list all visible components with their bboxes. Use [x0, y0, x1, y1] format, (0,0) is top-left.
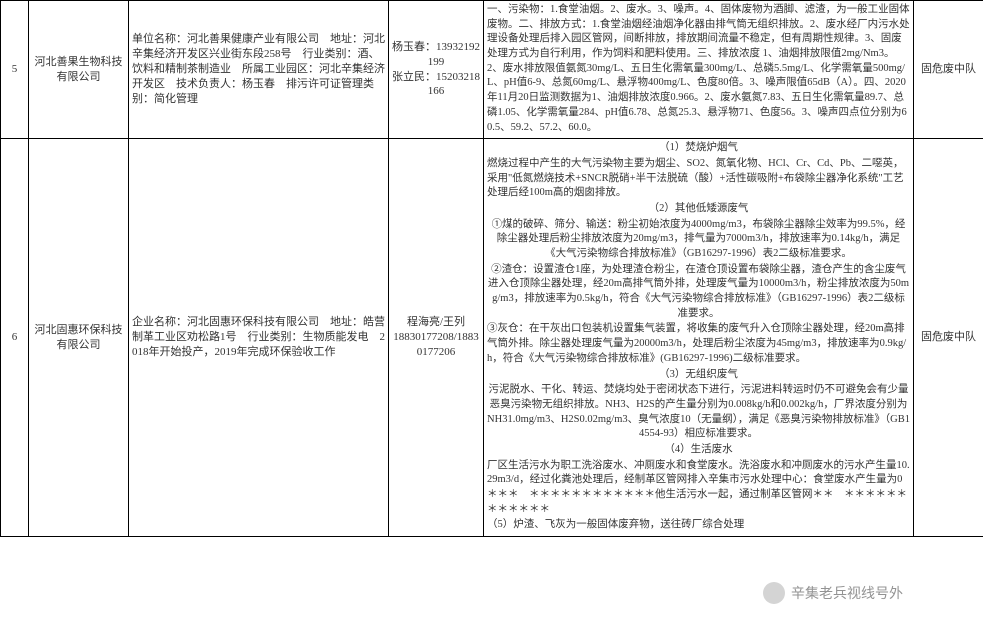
unit-info: 单位名称：河北善果健康产业有限公司 地址：河北辛集经济开发区兴业街东段258号 … — [129, 1, 389, 139]
detail-line: 污泥脱水、干化、转运、焚烧均处于密闭状态下进行，污泥进料转运时仍不可避免会有少量… — [487, 383, 910, 442]
unit-info: 企业名称：河北固惠环保科技有限公司 地址：皓营制革工业区劝松路1号 行业类别：生… — [129, 139, 389, 537]
detail-line: （2）其他低矮源废气 — [487, 202, 910, 217]
detail-line: （4）生活废水 — [487, 443, 910, 458]
row-index: 5 — [1, 1, 29, 139]
details: 一、污染物：1.食堂油烟。2、废水。3、噪声。4、固体废物为酒脚、滤渣，为一般工… — [484, 1, 914, 139]
wechat-icon — [763, 582, 785, 604]
detail-line: ②渣仓：设置渣仓1座，为处理渣仓粉尘，在渣仓顶设置布袋除尘器，渣仓产生的含尘废气… — [487, 263, 910, 322]
team: 固危废中队 — [914, 139, 983, 537]
detail-line: ③灰仓：在干灰出口包装机设置集气装置，将收集的废气升入仓顶除尘器处理，经20m高… — [487, 322, 910, 366]
env-table: 5河北善果生物科技有限公司单位名称：河北善果健康产业有限公司 地址：河北辛集经济… — [0, 0, 983, 537]
company-name: 河北善果生物科技有限公司 — [29, 1, 129, 139]
company-name: 河北固惠环保科技有限公司 — [29, 139, 129, 537]
watermark: 辛集老兵视线号外 — [763, 582, 903, 604]
details: （1）焚烧炉烟气燃烧过程中产生的大气污染物主要为烟尘、SO2、氮氧化物、HCl、… — [484, 139, 914, 537]
team: 固危废中队 — [914, 1, 983, 139]
contact: 杨玉春：13932192199 张立民：15203218166 — [389, 1, 484, 139]
table-row: 6河北固惠环保科技有限公司企业名称：河北固惠环保科技有限公司 地址：皓营制革工业… — [1, 139, 983, 537]
detail-line: 燃烧过程中产生的大气污染物主要为烟尘、SO2、氮氧化物、HCl、Cr、Cd、Pb… — [487, 157, 910, 201]
detail-line: （3）无组织废气 — [487, 368, 910, 383]
detail-line: ①煤的破碎、筛分、输送：粉尘初始浓度为4000mg/m3，布袋除尘器除尘效率为9… — [487, 218, 910, 262]
detail-line: （1）焚烧炉烟气 — [487, 141, 910, 156]
detail-line: 一、污染物：1.食堂油烟。2、废水。3、噪声。4、固体废物为酒脚、滤渣，为一般工… — [487, 3, 910, 135]
detail-line: 厂区生活污水为职工洗浴废水、冲厕废水和食堂废水。洗浴废水和冲厕废水的污水产生量1… — [487, 459, 910, 518]
table-row: 5河北善果生物科技有限公司单位名称：河北善果健康产业有限公司 地址：河北辛集经济… — [1, 1, 983, 139]
detail-line: （5）炉渣、飞灰为一般固体废弃物，送往砖厂综合处理 — [487, 518, 910, 533]
row-index: 6 — [1, 139, 29, 537]
watermark-text: 辛集老兵视线号外 — [791, 583, 903, 603]
contact: 程海亮/王列 18830177208/18830177206 — [389, 139, 484, 537]
